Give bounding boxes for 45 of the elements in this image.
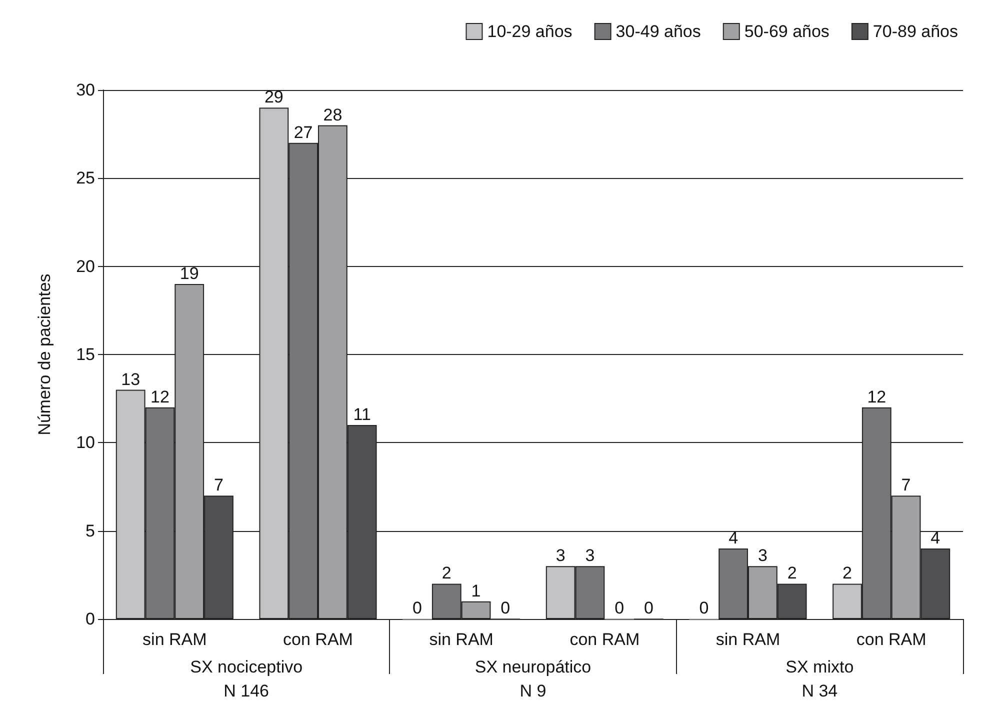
text: SX neuropático N 9	[474, 658, 592, 700]
data-label: 3	[758, 546, 768, 566]
y-tick-label: 20	[76, 256, 95, 276]
y-axis-title: Número de pacientes	[35, 274, 54, 436]
data-label: 12	[867, 387, 886, 406]
text: SX nociceptivo N 146	[190, 658, 303, 700]
y-tick-label: 15	[76, 345, 95, 364]
data-label: 0	[614, 598, 624, 618]
data-label: 2	[787, 564, 797, 583]
legend-label: 70-89 años	[872, 22, 958, 41]
data-label: 27	[294, 122, 313, 142]
data-label: 11	[353, 405, 371, 424]
x-tick-label: sin RAM	[429, 630, 494, 649]
data-label: 13	[121, 370, 140, 389]
data-label: 0	[412, 598, 422, 618]
y-tick-label: 5	[86, 521, 95, 540]
data-label: 3	[556, 546, 566, 566]
x-tick-label: con RAM	[570, 630, 640, 649]
data-label: 7	[214, 476, 224, 495]
data-label: 2	[442, 564, 452, 583]
legend-label: 30-49 años	[616, 22, 701, 41]
legend-label: 50-69 años	[744, 22, 830, 41]
data-label: 7	[901, 476, 911, 495]
x-tick-label: sin RAM	[716, 630, 780, 649]
data-label: 4	[728, 528, 738, 548]
data-label: 12	[150, 387, 170, 406]
data-label: 29	[264, 88, 284, 107]
x-tick-label: sin RAM	[142, 630, 207, 649]
data-label: 19	[180, 264, 199, 283]
data-label: 0	[699, 598, 709, 618]
legend-label: 10-29 años	[487, 22, 572, 41]
data-label: 4	[930, 528, 940, 548]
text: SX mixto N 34	[786, 658, 854, 700]
data-label: 28	[323, 105, 342, 124]
data-label: 0	[500, 598, 510, 618]
y-tick-label: 10	[76, 433, 95, 452]
y-tick-label: 0	[86, 610, 95, 628]
y-tick-label: 30	[76, 80, 95, 100]
data-label: 1	[471, 581, 481, 600]
data-label: 3	[585, 546, 595, 566]
y-tick-label: 25	[76, 168, 95, 188]
data-label: 2	[842, 564, 852, 583]
data-label: 0	[644, 598, 654, 618]
x-tick-label: con RAM	[856, 630, 926, 649]
x-tick-label: con RAM	[283, 630, 353, 649]
